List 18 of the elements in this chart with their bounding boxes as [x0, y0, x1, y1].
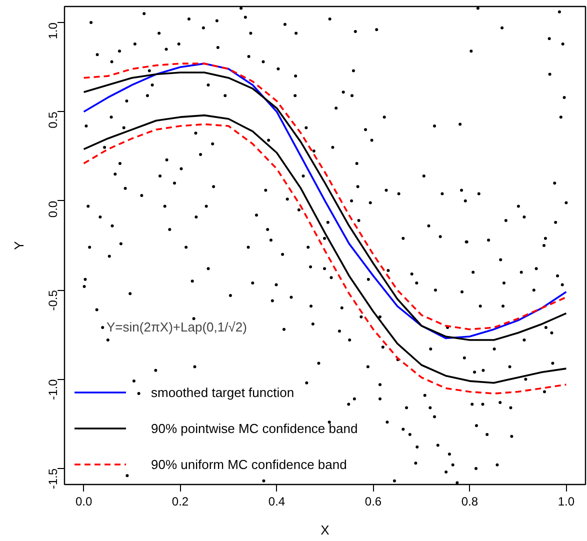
x-tick-label: 0.4 [268, 494, 286, 508]
y-tick-label: 0.5 [46, 111, 60, 128]
x-axis-title: X [320, 522, 330, 538]
y-tick-label: 0.0 [46, 200, 60, 218]
x-tick-label: 0.0 [75, 494, 92, 508]
x-tick-label: 0.8 [461, 494, 478, 508]
y-tick-label: -1.5 [46, 468, 60, 490]
x-tick-label: 1.0 [558, 494, 575, 508]
legend-label: 90% uniform MC confidence band [151, 456, 347, 472]
x-tick-label: 0.2 [172, 494, 189, 508]
x-tick-label: 0.6 [364, 494, 382, 508]
y-tick-label: -0.5 [46, 290, 60, 311]
annotation: Y=sin(2πX)+Lap(0,1/√2) [106, 320, 247, 334]
y-tick-label: -1.0 [46, 378, 60, 400]
legend-label: smoothed target function [151, 384, 294, 400]
legend-label: 90% pointwise MC confidence band [151, 420, 358, 436]
y-axis-title: Y [12, 240, 26, 250]
y-tick-label: 1.0 [46, 22, 60, 40]
